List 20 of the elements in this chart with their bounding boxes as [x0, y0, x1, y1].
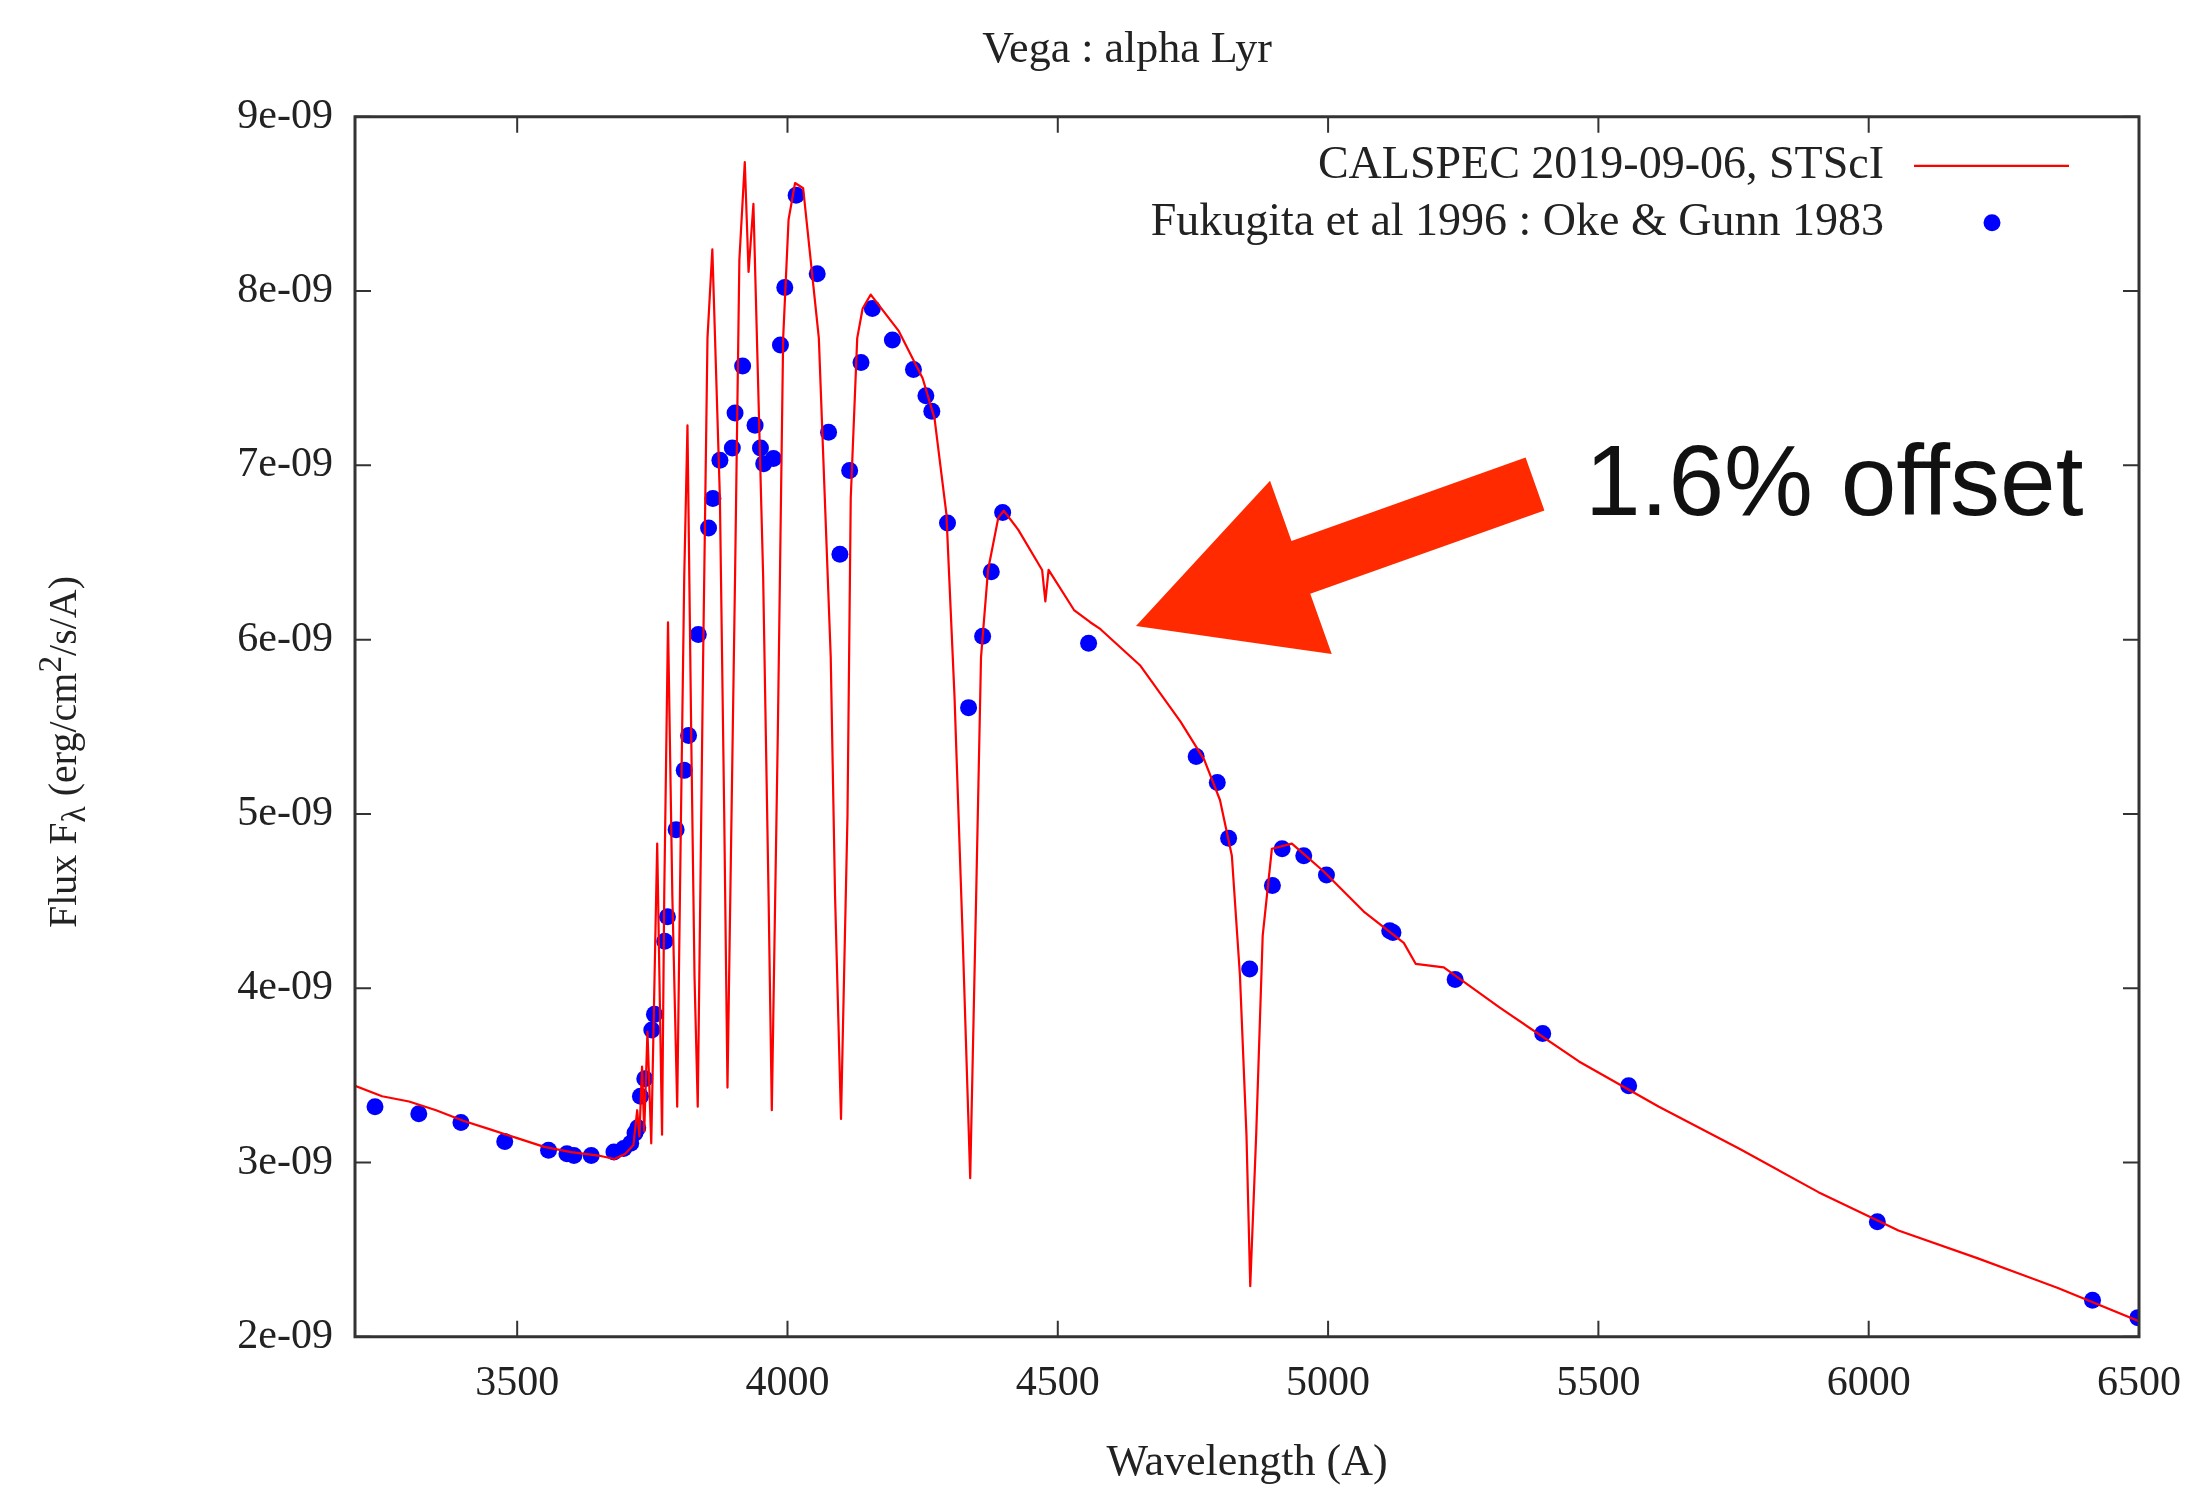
- y-tick-label: 6e-09: [237, 613, 333, 660]
- x-tick-label: 6000: [1826, 1358, 1911, 1405]
- x-tick-label: 5000: [1286, 1358, 1371, 1405]
- legend-label: CALSPEC 2019-09-06, STScI: [1317, 136, 1884, 188]
- y-tick-label: 3e-09: [237, 1136, 333, 1183]
- x-tick-label: 6500: [2097, 1358, 2181, 1405]
- y-tick-label: 2e-09: [237, 1310, 333, 1357]
- x-tick-label: 5500: [1556, 1358, 1641, 1405]
- y-tick-label: 9e-09: [237, 90, 333, 137]
- x-axis-title: Wavelength (A): [1106, 1436, 1388, 1486]
- y-tick-label: 8e-09: [237, 265, 333, 312]
- legend-label: Fukugita et al 1996 : Oke & Gunn 1983: [1150, 193, 1884, 245]
- x-tick-label: 4500: [1015, 1358, 1100, 1405]
- chart-title: Vega : alpha Lyr: [982, 22, 1273, 72]
- x-tick-label: 4000: [745, 1358, 830, 1405]
- x-tick-label: 3500: [475, 1358, 560, 1405]
- annotation: 1.6% offset: [1585, 423, 2084, 536]
- y-tick-label: 5e-09: [237, 787, 333, 834]
- y-tick-label: 4e-09: [237, 962, 333, 1009]
- y-tick-label: 7e-09: [237, 439, 333, 486]
